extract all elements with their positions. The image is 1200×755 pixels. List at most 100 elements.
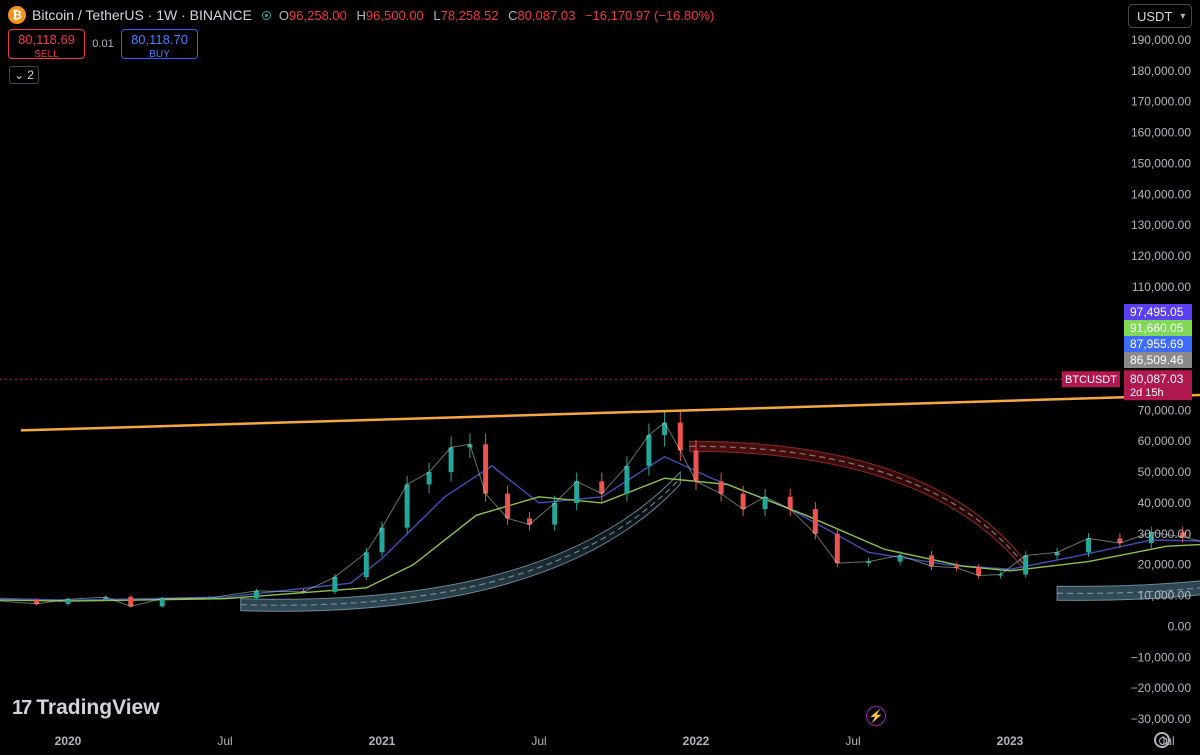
market-status-icon[interactable] bbox=[261, 10, 271, 20]
x-tick-label: 2023 bbox=[997, 734, 1024, 748]
y-tick-label: 110,000.00 bbox=[1132, 280, 1191, 294]
symbol-title[interactable]: Bitcoin / TetherUS · 1W · BINANCE bbox=[32, 7, 252, 23]
symbol-tag-label: BTCUSDT bbox=[1065, 374, 1117, 386]
y-tick-label: 50,000.00 bbox=[1138, 465, 1192, 479]
symbol-header: ₿ Bitcoin / TetherUS · 1W · BINANCE O96,… bbox=[8, 6, 714, 24]
candle-body bbox=[662, 422, 668, 436]
y-tick-label: 70,000.00 bbox=[1138, 403, 1192, 417]
x-tick-label: Jul bbox=[531, 734, 546, 748]
indicator-price-value: 91,660.05 bbox=[1130, 321, 1184, 335]
y-tick-label: −30,000.00 bbox=[1131, 712, 1192, 726]
candle-body bbox=[65, 599, 71, 604]
candle-body bbox=[332, 577, 338, 592]
candle-body bbox=[379, 527, 385, 553]
candle-body bbox=[693, 450, 699, 482]
sell-button[interactable]: 80,118.69 SELL bbox=[8, 29, 85, 60]
candle-body bbox=[677, 422, 683, 451]
bitcoin-logo-icon: ₿ bbox=[8, 6, 26, 24]
price-labels: 97,495.05 91,660.05 87,955.69 86,509.46 BTCU… bbox=[1062, 304, 1192, 401]
curve-arc-2 bbox=[689, 440, 1027, 574]
candle-body bbox=[505, 493, 511, 519]
curve-arc-2-dash bbox=[689, 445, 1027, 567]
candle-body bbox=[1023, 555, 1029, 575]
symbol-tag bbox=[1062, 371, 1120, 388]
y-tick-label: −20,000.00 bbox=[1131, 681, 1192, 695]
candle-body bbox=[448, 447, 454, 473]
tradingview-logo[interactable]: 17 TradingView bbox=[12, 696, 160, 719]
candle-body bbox=[128, 597, 134, 607]
indicator-price-value: 87,955.69 bbox=[1130, 337, 1184, 351]
candle-body bbox=[1117, 538, 1123, 544]
currency-select[interactable]: USDT ▾ bbox=[1128, 4, 1192, 28]
candle-body bbox=[812, 509, 818, 534]
candle-body bbox=[762, 496, 768, 510]
x-tick-label: 2021 bbox=[369, 734, 396, 748]
indicator-price-value: 97,495.05 bbox=[1130, 305, 1184, 319]
y-tick-label: 160,000.00 bbox=[1131, 126, 1191, 140]
chevron-down-icon: ⌄ bbox=[14, 68, 25, 82]
y-tick-label: 10,000.00 bbox=[1138, 589, 1192, 603]
candle-body bbox=[404, 484, 410, 528]
gear-icon[interactable] bbox=[1154, 732, 1170, 748]
y-tick-label: 180,000.00 bbox=[1131, 64, 1191, 78]
price-change: −16,170.97 (−16.80%) bbox=[584, 7, 715, 23]
candle-body bbox=[552, 502, 558, 525]
x-tick-label: 2022 bbox=[683, 734, 710, 748]
trendline-group bbox=[0, 378, 1200, 432]
candle-body bbox=[34, 600, 40, 604]
buy-button[interactable]: 80,118.70 BUY bbox=[121, 29, 198, 60]
spread-value: 0.01 bbox=[92, 38, 114, 50]
y-tick-label: −10,000.00 bbox=[1131, 650, 1192, 664]
candle-body bbox=[718, 481, 724, 494]
indicators-toggle-button[interactable]: ⌄ 2 bbox=[9, 66, 39, 84]
y-tick-label: 30,000.00 bbox=[1138, 527, 1192, 541]
candle-body bbox=[740, 493, 746, 510]
x-tick-label: Jul bbox=[217, 734, 232, 748]
candle-body bbox=[976, 567, 982, 576]
trendline bbox=[20, 393, 1200, 432]
flash-icon[interactable]: ⚡ bbox=[866, 706, 886, 726]
x-tick-label: 2020 bbox=[55, 734, 82, 748]
candle-body bbox=[866, 561, 872, 564]
indicator-price-tag bbox=[1124, 320, 1192, 336]
bar-countdown: 2d 15h bbox=[1130, 387, 1164, 399]
candle-body bbox=[574, 481, 580, 503]
tradingview-mark-icon: 17 bbox=[12, 696, 32, 719]
series-line-btcusdt bbox=[0, 421, 1200, 607]
curve-arc-3 bbox=[1056, 580, 1200, 601]
current-price-tag bbox=[1124, 370, 1192, 401]
y-tick-label: 120,000.00 bbox=[1131, 249, 1191, 263]
indicator-price-tag bbox=[1124, 352, 1192, 368]
candle-body bbox=[1148, 532, 1154, 544]
candle-body bbox=[426, 472, 432, 485]
y-tick-label: 0.00 bbox=[1168, 619, 1192, 633]
curve-arc-1 bbox=[240, 470, 681, 612]
curve-arc-3-dash bbox=[1057, 587, 1200, 594]
candle-body bbox=[253, 590, 259, 599]
candle-body bbox=[599, 481, 605, 494]
candle-body bbox=[527, 518, 533, 525]
candle-body bbox=[897, 555, 903, 562]
chart-series bbox=[0, 410, 1200, 608]
candle-body bbox=[103, 597, 109, 600]
y-tick-label: 40,000.00 bbox=[1138, 496, 1192, 510]
chevron-down-icon: ▾ bbox=[1180, 10, 1186, 22]
curve-overlays bbox=[240, 440, 1200, 612]
candle-body bbox=[834, 533, 840, 564]
indicator-price-tag bbox=[1124, 336, 1192, 352]
candle-body bbox=[483, 444, 489, 494]
y-tick-label: 150,000.00 bbox=[1131, 156, 1191, 170]
trade-panel: 80,118.69 SELL 0.01 80,118.70 BUY bbox=[8, 29, 198, 60]
candle-body bbox=[929, 555, 934, 567]
time-axis: 2020Jul2021Jul2022Jul2023Jul2024Jul2025J… bbox=[55, 734, 1175, 748]
curve-arc-1-dash bbox=[240, 477, 681, 606]
series-line-ma-slow bbox=[0, 477, 1200, 602]
candle-body bbox=[1180, 532, 1186, 537]
ohlc-values: O96,258.00 H96,500.00 L78,258.52 C80,087… bbox=[278, 7, 715, 23]
x-tick-label: Jul bbox=[845, 734, 860, 748]
y-tick-label: 130,000.00 bbox=[1131, 218, 1191, 232]
indicator-price-value: 86,509.46 bbox=[1130, 353, 1184, 367]
candle-body bbox=[1086, 538, 1091, 553]
y-tick-label: 20,000.00 bbox=[1138, 558, 1192, 572]
